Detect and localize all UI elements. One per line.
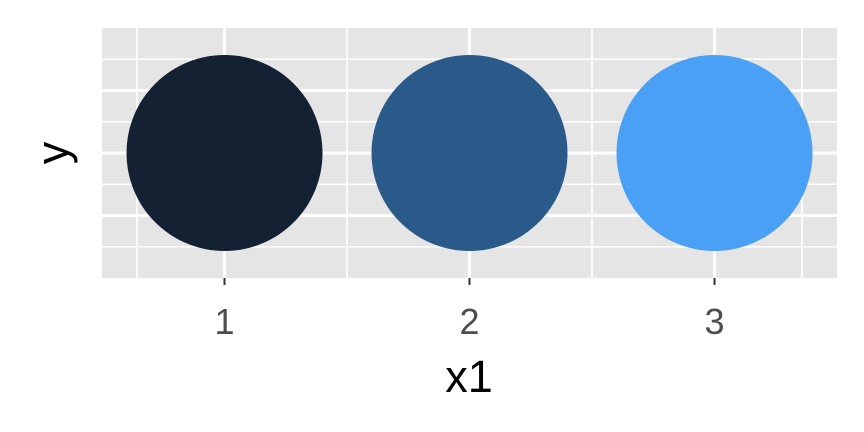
y-axis-title: y (27, 141, 78, 164)
x-axis-title: x1 (445, 351, 493, 402)
data-point (616, 55, 813, 251)
x-tick-label: 3 (704, 301, 724, 342)
x-tick-label: 2 (459, 301, 479, 342)
data-points (126, 55, 813, 251)
data-point (126, 55, 323, 251)
x-axis-ticks: 1 2 3 (214, 278, 725, 342)
x-tick-label: 1 (214, 301, 234, 342)
data-point (371, 55, 568, 251)
